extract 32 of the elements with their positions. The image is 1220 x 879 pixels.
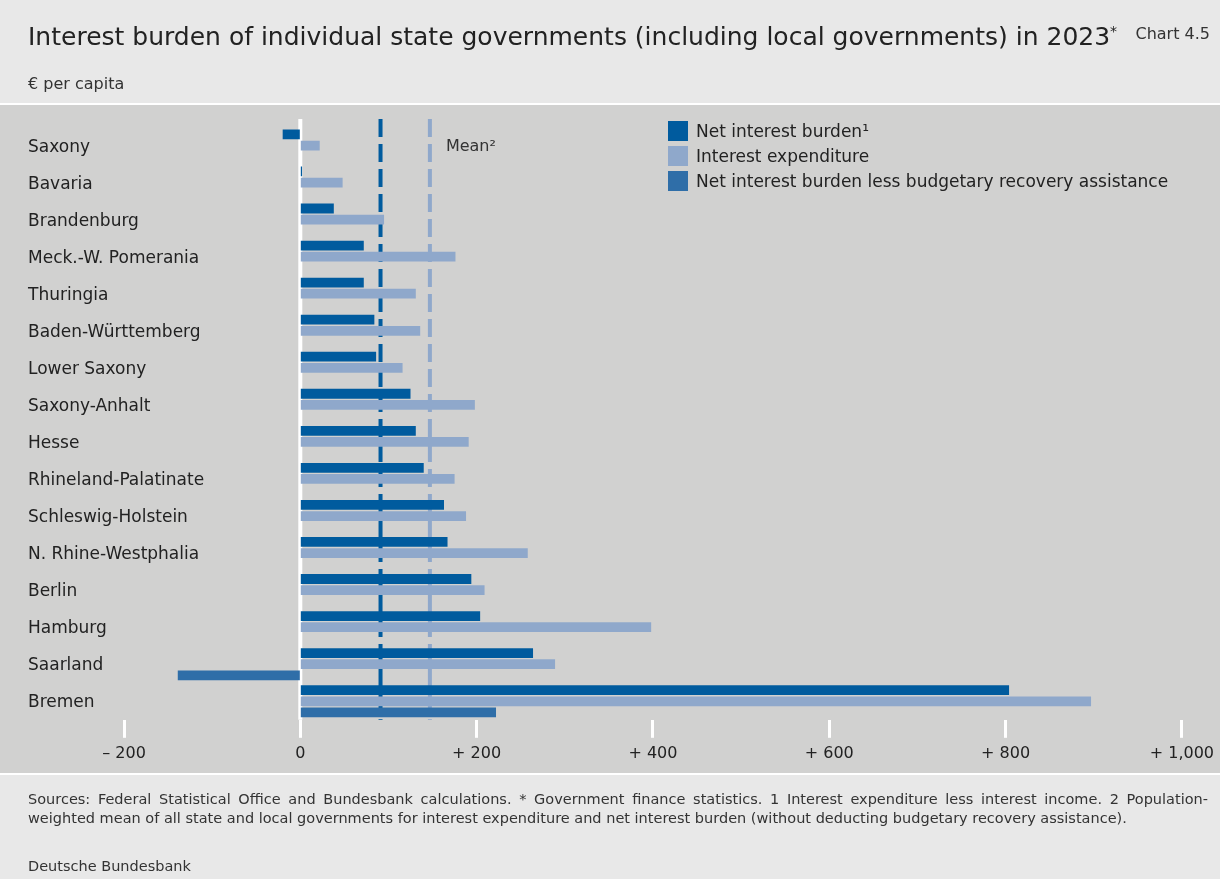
y-tick-label: Saxony <box>28 135 90 156</box>
y-tick-label: Saxony-Anhalt <box>28 394 151 415</box>
y-tick-label: N. Rhine-Westphalia <box>28 543 200 564</box>
x-tick-label: 0 <box>295 742 306 762</box>
y-tick-label: Brandenburg <box>28 209 139 230</box>
x-tick-label: + 1,000 <box>1149 742 1214 762</box>
y-tick-label: Thuringia <box>28 283 109 304</box>
y-tick-label: Baden-Württemberg <box>28 320 201 341</box>
y-tick-label: Bremen <box>28 691 95 712</box>
text: Deutsche Bundesbank <box>28 858 191 874</box>
ref-line-label: Mean² <box>445 136 496 156</box>
y-tick-label: Hamburg <box>28 617 107 638</box>
x-tick-label: + 400 <box>628 742 678 762</box>
x-tick-label: + 800 <box>981 742 1031 762</box>
x-tick-label: – 200 <box>102 742 146 762</box>
chart-title: Interest burden of individual state governments (including local governments) in 2023$^{*}$ <box>28 22 1118 51</box>
y-tick-label: Saarland <box>28 654 104 675</box>
legend-label: Interest expenditure <box>696 146 870 166</box>
x-tick-label: + 200 <box>452 742 502 762</box>
y-tick-label: Hesse <box>28 431 80 452</box>
x-tick-label: + 600 <box>804 742 854 762</box>
legend-label: Net interest burden¹ <box>696 121 869 141</box>
caption: Chart 4.5 <box>1135 24 1210 43</box>
y-tick-label: Schleswig-Holstein <box>28 506 188 527</box>
chart-subtitle: € per capita <box>28 74 125 93</box>
y-tick-label: Meck.-W. Pomerania <box>28 246 200 267</box>
y-tick-label: Lower Saxony <box>28 357 147 378</box>
source-note: Sources: Federal Statistical Office and Bundesbank calculations. * Government finance statistics. 1 Interest expenditure less interest income. 2 Population-weighted mean of all state and local governments for interest expenditure and net interest burden (without deducting budgetary recovery assistance). <box>28 790 1208 828</box>
y-tick-label: Bavaria <box>28 172 93 193</box>
legend-label: Net interest burden less budgetary recovery assistance <box>696 171 1169 191</box>
y-tick-label: Berlin <box>28 580 78 601</box>
y-tick-label: Rhineland-Palatinate <box>28 468 205 489</box>
